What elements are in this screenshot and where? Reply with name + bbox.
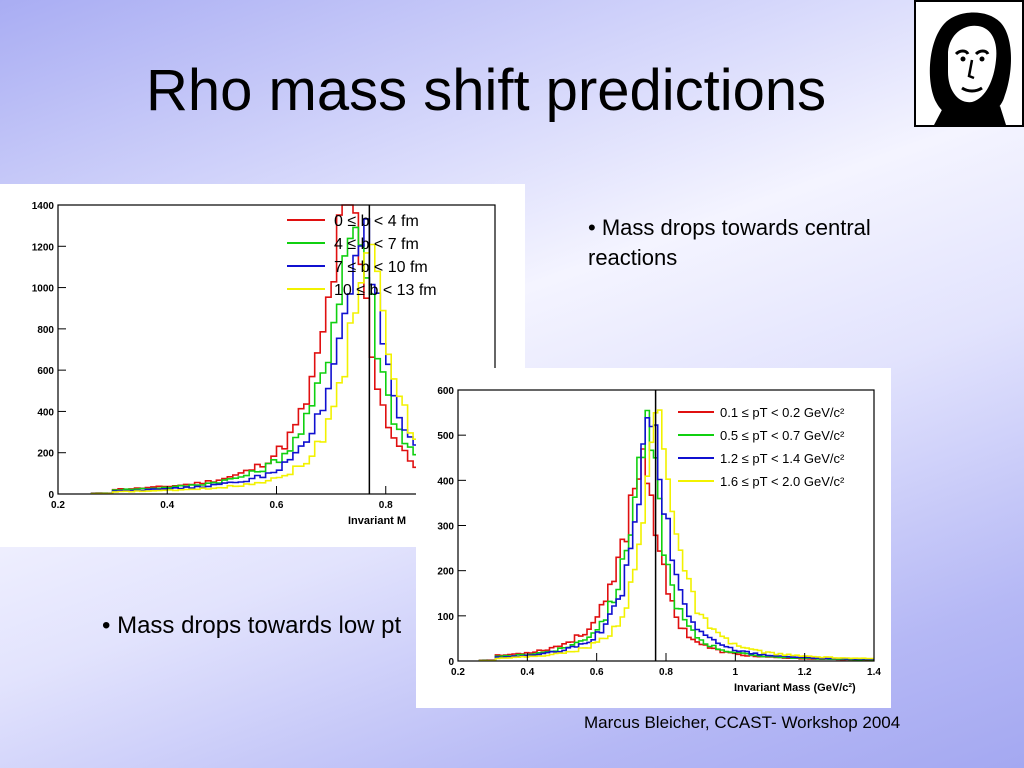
y-tick-label: 1400 [32, 201, 55, 212]
x-tick-label: 0.8 [379, 500, 393, 511]
y-tick-label: 200 [37, 449, 54, 460]
legend-label: 7 ≤ b < 10 fm [334, 259, 428, 276]
slide-title: Rho mass shift predictions [146, 58, 827, 123]
legend-label: 1.2 ≤ pT < 1.4 GeV/c² [720, 451, 845, 466]
x-tick-label: 0.2 [51, 500, 65, 511]
y-tick-label: 0 [448, 657, 454, 668]
y-tick-label: 0 [48, 490, 54, 501]
y-tick-label: 600 [437, 386, 454, 397]
y-tick-label: 400 [437, 476, 454, 487]
legend-label: 1.6 ≤ pT < 2.0 GeV/c² [720, 474, 845, 489]
x-tick-label: 0.4 [160, 500, 174, 511]
y-tick-label: 100 [437, 612, 454, 623]
x-axis-label: Invariant Mass (GeV/c²) [734, 682, 856, 694]
x-axis-label: Invariant M [348, 515, 406, 527]
legend-label: 0.5 ≤ pT < 0.7 GeV/c² [720, 428, 845, 443]
legend-label: 0.1 ≤ pT < 0.2 GeV/c² [720, 405, 845, 420]
x-tick-label: 0.2 [451, 667, 465, 678]
series-line [478, 409, 874, 662]
y-tick-label: 1000 [32, 284, 55, 295]
legend-label: 10 ≤ b < 13 fm [334, 282, 437, 299]
portrait-logo-graphic [929, 12, 1012, 125]
chart-transverse-momentum-panel: 0 100 200 300 400 500 600 0.2 0.4 0.6 0.8 1 1.2 1.4 … [416, 368, 891, 708]
series-line [478, 409, 874, 662]
x-tick-label: 1.4 [867, 667, 881, 678]
footer-credit: Marcus Bleicher, CCAST- Workshop 2004 [584, 713, 901, 732]
portrait-logo [914, 0, 1024, 127]
y-tick-label: 200 [437, 567, 454, 578]
legend-label: 4 ≤ b < 7 fm [334, 236, 419, 253]
x-tick-label: 1 [733, 667, 739, 678]
x-tick-label: 0.6 [590, 667, 604, 678]
x-tick-label: 1.2 [798, 667, 812, 678]
bullet-low-pt: • Mass drops towards low pt [102, 612, 402, 639]
series-line [478, 417, 874, 662]
y-tick-label: 400 [37, 407, 54, 418]
y-tick-label: 800 [37, 325, 54, 336]
y-tick-label: 600 [37, 366, 54, 377]
legend-label: 0 ≤ b < 4 fm [334, 213, 419, 230]
y-tick-label: 300 [437, 522, 454, 533]
y-tick-label: 500 [437, 431, 454, 442]
y-tick-label: 1200 [32, 242, 55, 253]
x-tick-label: 0.4 [520, 667, 534, 678]
bullet-central-reactions: • Mass drops towards central reactions [588, 215, 871, 270]
x-tick-label: 0.6 [270, 500, 284, 511]
x-tick-label: 0.8 [659, 667, 673, 678]
